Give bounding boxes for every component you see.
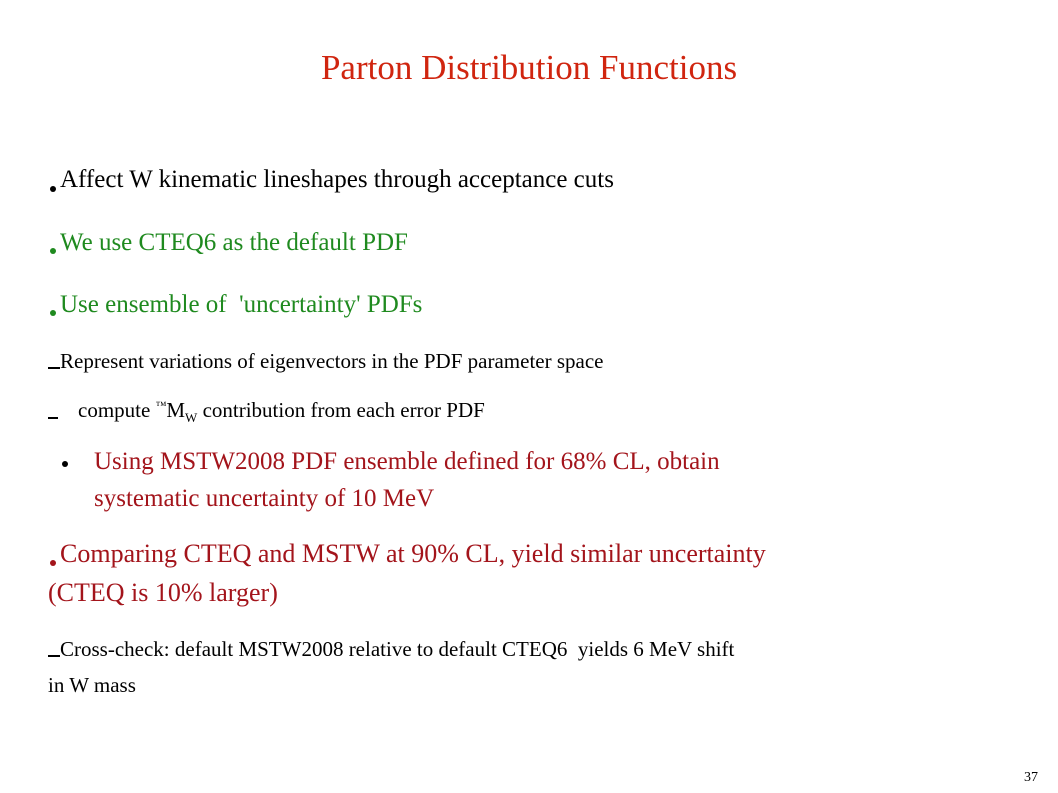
bullet-text: (CTEQ is 10% larger) [48,578,278,607]
sub-text: in W mass [48,673,136,697]
subscript: W [185,410,198,426]
bullet-text: We use CTEQ6 as the default PDF [60,229,408,256]
text-part: M [166,398,186,422]
sub-text: Cross-check: default MSTW2008 relative t… [60,637,735,661]
bullet-text: Use ensemble of 'uncertainty' PDFs [60,291,423,318]
text-part: compute [78,398,156,422]
dash [48,367,60,369]
bullet-text: Comparing CTEQ and MSTW at 90% CL, yield… [60,539,766,568]
bullet [50,186,56,192]
bullet-text: Using MSTW2008 PDF ensemble defined for … [94,448,720,475]
text-part: contribution from each error PDF [197,398,485,422]
sub-text: Represent variations of eigenvectors in … [60,349,604,373]
bullet [50,560,56,566]
bullet [62,461,68,467]
bullet [50,310,56,316]
dash [48,417,58,419]
dash [48,655,60,657]
sub-text: compute ™MW contribution from each error… [78,398,485,426]
page-number: 37 [1024,770,1038,785]
slide-title: Parton Distribution Functions [320,48,738,87]
bullet [50,248,56,254]
symbol: ™ [155,400,167,412]
bullet-text: systematic uncertainty of 10 MeV [94,485,435,512]
bullet-text: Affect W kinematic lineshapes through ac… [60,166,614,193]
